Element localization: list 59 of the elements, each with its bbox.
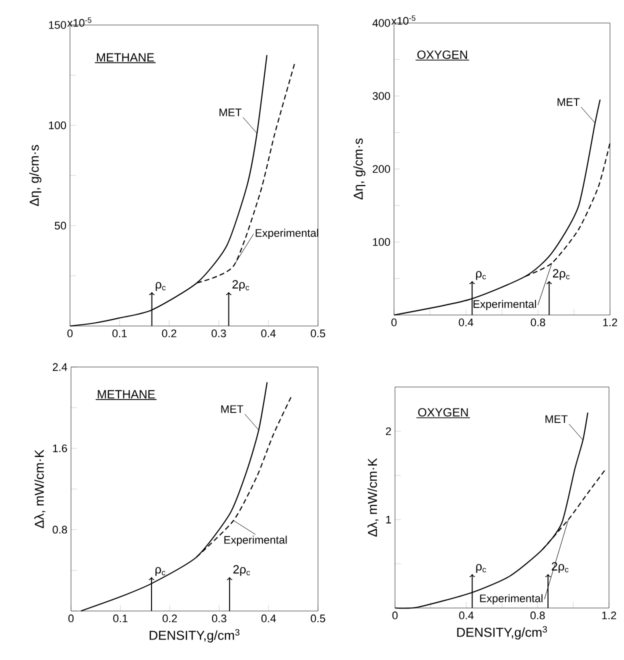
y-tick-label: 200 [372, 165, 390, 173]
ref-line-label: ρ$_{c}$ [156, 282, 166, 291]
y-axis-title: Δλ, mW/cm·K [34, 450, 46, 528]
text: OXYGEN [418, 408, 468, 417]
y-tick-label: 300 [372, 92, 390, 100]
y-tick-label: 2.4 [52, 363, 68, 371]
series-label: MET [558, 98, 580, 106]
x-tick-label: 0.1 [112, 330, 127, 338]
series-label: MET [546, 415, 568, 423]
x-tick-label: 0.8 [530, 318, 546, 326]
y-tick-label: 50 [54, 222, 66, 230]
x-tick-label: 0.5 [310, 614, 326, 622]
series-label: MET [220, 108, 242, 116]
y-tick-label: 100 [373, 238, 390, 246]
x-tick-label: 0.4 [261, 330, 276, 338]
text: OXYGEN [417, 50, 467, 59]
series-label: Experimental [256, 228, 318, 240]
ref-line-label: ρ$_{c}$ [476, 564, 486, 573]
y-tick-label: 150 [49, 21, 66, 29]
series-label: MET [221, 405, 244, 413]
x-tick-label: 0.1 [113, 614, 128, 622]
y-tick-label: 1.6 [53, 444, 67, 452]
x-tick-label: 0.4 [261, 614, 276, 622]
x-tick-label: 0.2 [162, 614, 177, 622]
y-axis-title: Δη, g/cm·s [29, 145, 42, 206]
x-tick-label: 1.2 [603, 318, 618, 326]
x-tick-label: 1.2 [602, 612, 616, 620]
x-tick-label: 0.4 [459, 612, 474, 620]
annotation: x10$^{-5}$ [391, 15, 416, 25]
x-tick-label: 0.4 [458, 318, 474, 326]
y-tick-label: 400 [372, 19, 390, 27]
annotation: x10$^{-5}$ [67, 17, 92, 27]
x-tick-label: 0.3 [212, 614, 226, 622]
y-axis-title: Δη, g/cm·s [353, 138, 366, 200]
y-tick-label: 2 [386, 427, 391, 436]
ref-line-label: 2ρ$_{c}$ [232, 280, 250, 291]
x-tick-label: 0.5 [310, 330, 326, 338]
x-axis-title: DENSITY,g/cm$^{3}$ [457, 626, 547, 640]
y-tick-label: 0.8 [52, 526, 67, 534]
x-tick-label: 0.2 [162, 330, 176, 338]
text: METHANE [98, 390, 155, 398]
x-tick-label: 0 [391, 318, 397, 326]
x-tick-label: 0 [392, 612, 398, 620]
x-tick-label: 0.8 [530, 612, 545, 620]
text: Experimental [474, 300, 536, 310]
ref-line-label: 2ρ$_{c}$ [233, 565, 250, 576]
y-tick-label: 1 [386, 516, 391, 524]
x-tick-label: 0.3 [212, 330, 226, 338]
x-tick-label: 0 [67, 330, 73, 338]
x-tick-label: 0 [68, 614, 74, 622]
y-tick-label: 100 [49, 121, 66, 130]
x-axis-title: DENSITY,g/cm$^{3}$ [150, 629, 240, 642]
ref-line-label: 2ρ$_{c}$ [552, 269, 570, 280]
text: METHANE [96, 53, 154, 62]
y-axis-title: Δλ, mW/cm·K [368, 458, 379, 537]
series-label: Experimental [224, 536, 287, 546]
text: Experimental [480, 594, 542, 604]
ref-line-label: ρ$_{c}$ [155, 567, 166, 576]
ref-line-label: ρ$_{c}$ [476, 271, 486, 280]
